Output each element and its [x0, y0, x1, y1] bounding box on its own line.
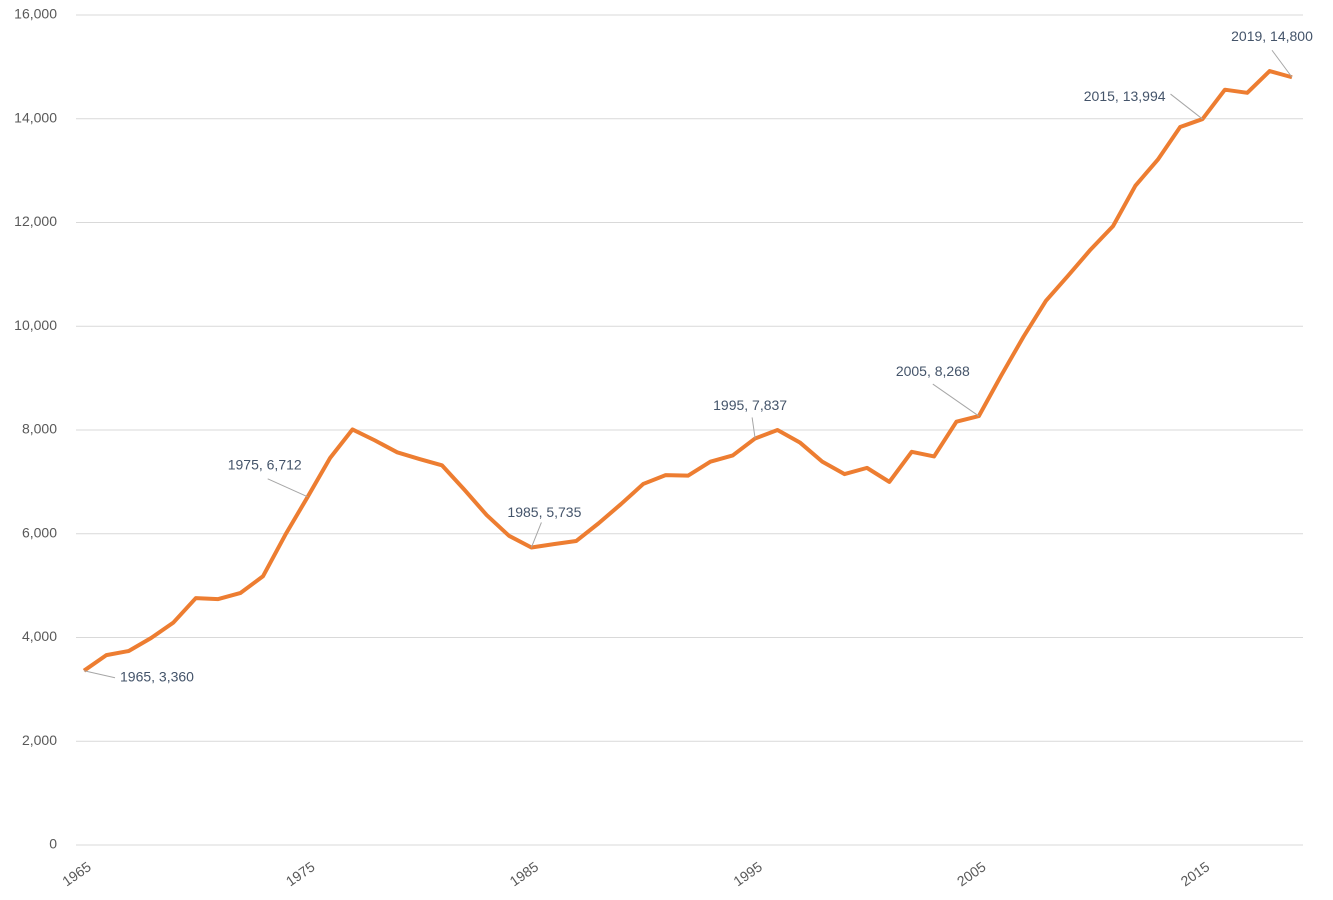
data-label: 2005, 8,268: [896, 363, 970, 379]
y-tick-label: 0: [49, 836, 57, 852]
leader-line: [267, 478, 308, 498]
leader-line: [1271, 49, 1293, 78]
data-line: [82, 69, 1293, 673]
y-tick-label: 8,000: [22, 421, 57, 437]
data-label: 1995, 7,837: [713, 397, 787, 413]
y-tick-label: 6,000: [22, 524, 57, 540]
data-label: 1985, 5,735: [507, 504, 581, 520]
x-tick-label: 1965: [59, 858, 94, 889]
data-label: 2019, 14,800: [1231, 28, 1313, 44]
leader-line: [83, 670, 116, 679]
leader-line: [932, 383, 980, 417]
x-tick-label: 1995: [730, 858, 765, 889]
y-tick-label: 2,000: [22, 732, 57, 748]
data-label: 1975, 6,712: [228, 457, 302, 473]
y-tick-label: 4,000: [22, 628, 57, 644]
y-tick-label: 14,000: [14, 109, 57, 125]
y-tick-label: 10,000: [14, 317, 57, 333]
y-tick-label: 16,000: [14, 6, 57, 22]
leader-line: [530, 522, 542, 548]
data-label: 2015, 13,994: [1084, 88, 1166, 104]
y-tick-label: 12,000: [14, 213, 57, 229]
x-tick-label: 1985: [507, 858, 542, 889]
leader-line: [1170, 93, 1203, 120]
data-label: 1965, 3,360: [120, 668, 194, 684]
x-tick-label: 2005: [954, 858, 989, 889]
leader-line: [751, 417, 756, 439]
x-tick-label: 2015: [1178, 858, 1213, 889]
x-tick-label: 1975: [283, 858, 318, 889]
